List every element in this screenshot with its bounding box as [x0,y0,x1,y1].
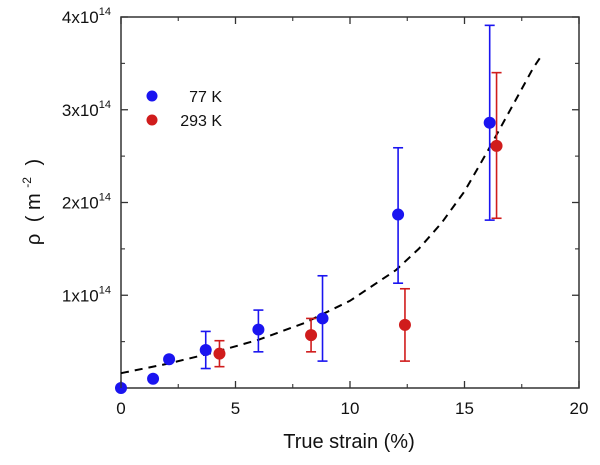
data-point [163,353,176,366]
series-77k [115,24,496,394]
y-axis-unit: m [23,193,45,210]
data-point [305,329,318,342]
x-tick-label: 5 [231,399,240,418]
fit-curve [120,57,541,375]
legend-marker [146,114,158,126]
data-point [147,372,160,385]
data-point [252,323,265,336]
y-axis-unit-exponent: -2 [20,177,34,188]
data-point [199,343,212,356]
x-axis-title: True strain (%) [283,431,415,453]
legend-label: 293 K [180,113,222,130]
svg-text:ρ ( m -2: ρ ( m -2 ) [14,159,45,245]
data-point [490,139,503,152]
y-axis-title: ρ ( m -2 ) [14,159,45,245]
data-point [392,208,405,221]
x-tick-label: 10 [341,399,360,418]
y-tick-label: 1x1014 [62,284,111,305]
legend-label: 77 K [189,89,222,106]
y-tick-label: 2x1014 [62,192,111,213]
y-tick-label: 4x1014 [62,6,111,27]
data-point [316,312,329,325]
x-tick-label: 20 [570,399,589,418]
data-point [213,347,226,360]
y-axis-close-paren: ) [23,159,45,166]
y-axis-open-paren: ( [23,215,45,222]
x-tick-label: 15 [455,399,474,418]
legend: 77 K 293 K [146,89,222,130]
series-293k [213,71,503,368]
x-tick-label: 0 [116,399,125,418]
plot-frame [120,16,580,389]
legend-marker [146,90,158,102]
data-point [398,318,411,331]
y-tick-label: 3x1014 [62,99,111,120]
data-point [483,116,496,129]
y-axis-symbol: ρ [23,234,45,245]
